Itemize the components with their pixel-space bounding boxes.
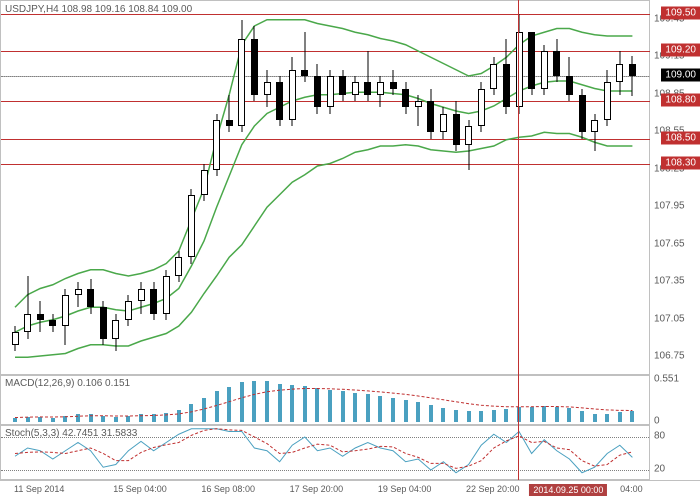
stochastic-indicator[interactable]: Stoch(5,3,3) 42.7451 31.5833	[0, 425, 650, 480]
chart-title: USDJPY,H4 108.98 109.16 108.84 109.00	[5, 4, 192, 15]
y-tick-label: 107.95	[654, 201, 685, 212]
y-tick-label: 107.65	[654, 238, 685, 249]
candle	[49, 314, 56, 333]
candle	[427, 89, 434, 139]
candle	[541, 45, 548, 95]
time-cursor-line	[518, 0, 519, 480]
candle	[566, 57, 573, 101]
price-level-tag: 108.80	[661, 94, 700, 107]
x-tick-label: 22 Sep 20:00	[466, 484, 520, 494]
x-tick-label: 11 Sep 2014	[14, 484, 64, 494]
candle	[478, 82, 485, 132]
candle	[327, 70, 334, 114]
candle	[87, 279, 94, 314]
x-tick-label: 15 Sep 04:00	[113, 484, 167, 494]
x-tick-label: 19 Sep 04:00	[378, 484, 432, 494]
candle	[579, 89, 586, 139]
candle	[163, 270, 170, 320]
stoch-y-axis: 2080	[650, 425, 700, 480]
macd-label: MACD(12,26,9) 0.106 0.151	[5, 378, 130, 389]
price-level-tag: 108.30	[661, 156, 700, 169]
price-level-tag: 109.50	[661, 6, 700, 19]
candlesticks	[1, 1, 651, 376]
candle	[490, 57, 497, 95]
candle	[553, 39, 560, 83]
main-price-chart[interactable]: USDJPY,H4 108.98 109.16 108.84 109.00	[0, 0, 650, 375]
price-y-axis: 106.75107.05107.35107.65107.95108.25108.…	[650, 0, 700, 375]
time-x-axis: 11 Sep 2014 15 Sep 04:00 16 Sep 08:00 17 Se…	[0, 480, 700, 500]
candle	[37, 301, 44, 332]
candle	[352, 76, 359, 101]
candle	[528, 32, 535, 95]
candle	[364, 51, 371, 101]
candle	[377, 76, 384, 107]
candle	[62, 289, 69, 345]
candle	[12, 326, 19, 351]
candle	[150, 282, 157, 320]
candle	[24, 276, 31, 339]
candle	[125, 295, 132, 326]
candle	[339, 70, 346, 101]
candle	[100, 301, 107, 345]
candle	[604, 70, 611, 126]
x-tick-label: 16 Sep 08:00	[201, 484, 255, 494]
candle	[629, 56, 636, 96]
candle	[390, 70, 397, 95]
x-tick-label: 17 Sep 20:00	[290, 484, 344, 494]
candle	[75, 282, 82, 307]
macd-indicator[interactable]: MACD(12,26,9) 0.106 0.151	[0, 375, 650, 425]
candle	[415, 95, 422, 126]
y-tick-label: 107.35	[654, 276, 685, 287]
stoch-y-tick: 80	[654, 431, 665, 442]
candle	[213, 114, 220, 177]
macd-y-tick: 0.551	[654, 373, 679, 384]
candle	[440, 107, 447, 138]
candle	[175, 251, 182, 282]
stoch-label: Stoch(5,3,3) 42.7451 31.5833	[5, 428, 137, 439]
candle	[453, 101, 460, 151]
y-tick-label: 106.75	[654, 351, 685, 362]
candle	[402, 82, 409, 113]
candle	[465, 120, 472, 170]
candle	[264, 70, 271, 108]
candle	[112, 314, 119, 352]
price-level-tag: 109.20	[661, 44, 700, 57]
candle	[516, 14, 523, 114]
candle	[276, 76, 283, 126]
current-price-tag: 109.00	[661, 69, 700, 82]
price-level-tag: 108.50	[661, 131, 700, 144]
candle	[238, 20, 245, 133]
candle	[301, 32, 308, 82]
candle	[251, 26, 258, 101]
stoch-y-tick: 20	[654, 464, 665, 475]
candle	[201, 164, 208, 202]
candle	[138, 282, 145, 313]
x-tick-label: 04:00	[620, 484, 643, 494]
y-tick-label: 107.05	[654, 313, 685, 324]
candle	[503, 39, 510, 114]
candle	[616, 51, 623, 95]
candle	[188, 189, 195, 264]
candle	[591, 114, 598, 152]
candle	[289, 57, 296, 126]
candle	[226, 95, 233, 133]
macd-y-axis: 00.551	[650, 375, 700, 425]
x-tick-highlighted: 2014.09.25 00:00	[529, 484, 607, 496]
candle	[314, 64, 321, 114]
